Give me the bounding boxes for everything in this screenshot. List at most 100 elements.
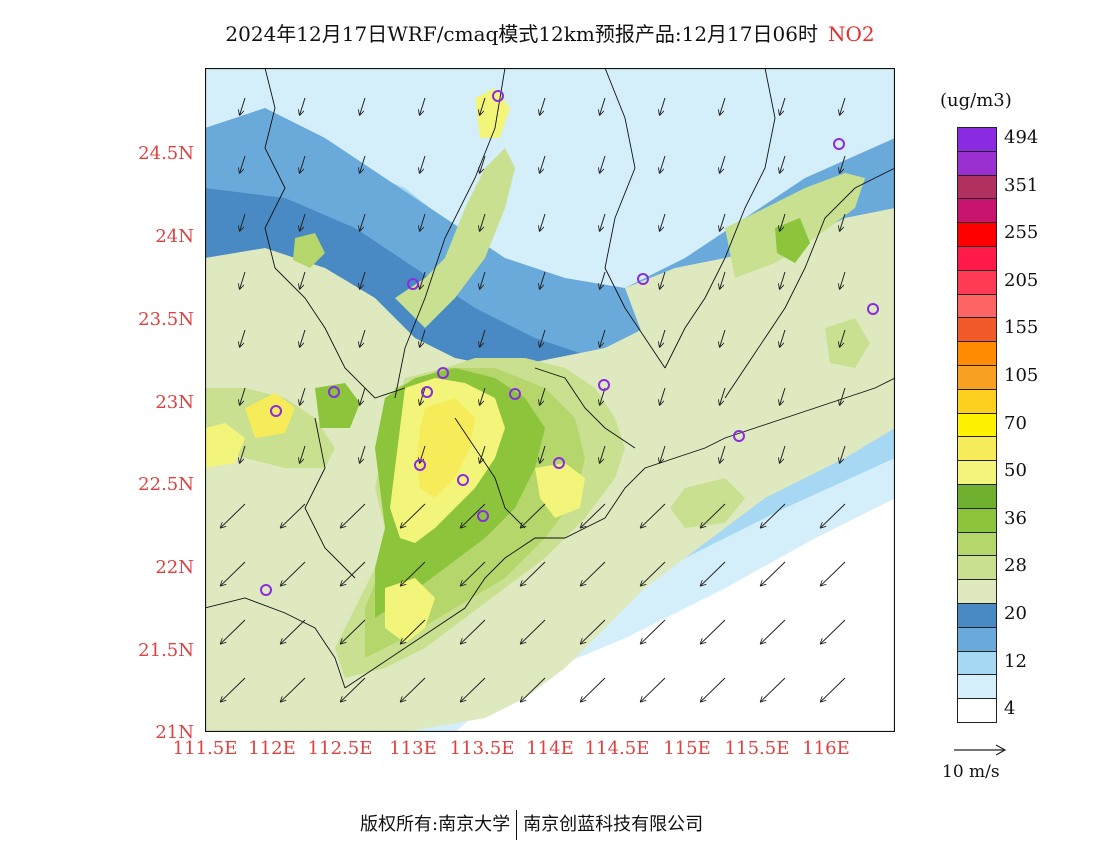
wind-arrow xyxy=(641,561,666,586)
wind-arrow xyxy=(360,213,366,231)
wind-arrow xyxy=(660,445,666,463)
station-marker xyxy=(270,405,282,417)
lon-tick-label: 116E xyxy=(802,738,850,759)
lat-tick-label: 21N xyxy=(155,722,194,743)
wind-arrow xyxy=(821,503,846,528)
legend-swatch xyxy=(957,246,997,271)
lat-tick-label: 24N xyxy=(155,226,194,247)
wind-arrow xyxy=(221,619,246,644)
lon-tick-label: 114.5E xyxy=(584,738,650,759)
legend-label: 20 xyxy=(1004,602,1027,624)
wind-arrow xyxy=(701,561,726,586)
wind-arrow xyxy=(341,619,366,644)
wind-arrow xyxy=(221,561,246,586)
legend-label: 494 xyxy=(1004,126,1039,148)
station-marker xyxy=(414,459,426,471)
pollutant-name: NO2 xyxy=(827,22,875,46)
legend-label: 36 xyxy=(1004,507,1027,529)
wind-arrow xyxy=(281,561,306,586)
wind-arrow xyxy=(701,503,726,528)
wind-arrow xyxy=(401,619,426,644)
wind-arrow xyxy=(461,503,486,528)
station-markers xyxy=(260,90,879,596)
wind-arrow xyxy=(281,677,306,702)
wind-arrow xyxy=(761,561,786,586)
station-marker xyxy=(477,510,489,522)
wind-arrow xyxy=(701,677,726,702)
legend-label: 28 xyxy=(1004,555,1027,577)
legend-swatch xyxy=(957,698,997,723)
wind-arrow xyxy=(360,271,366,289)
wind-arrow xyxy=(840,271,846,289)
wind-arrow xyxy=(521,677,546,702)
copyright-footer: 版权所有:南京大学 南京创蓝科技有限公司 xyxy=(360,810,703,840)
wind-arrow xyxy=(360,445,366,463)
station-marker xyxy=(407,278,419,290)
wind-arrow xyxy=(240,445,246,463)
wind-arrow xyxy=(521,619,546,644)
wind-arrow xyxy=(660,387,666,405)
wind-arrow xyxy=(600,445,606,463)
lat-tick-label: 22N xyxy=(155,557,194,578)
wind-arrow xyxy=(660,97,666,115)
wind-arrow xyxy=(360,97,366,115)
footer-divider xyxy=(516,810,518,840)
wind-arrow xyxy=(300,387,306,405)
lat-tick-label: 21.5N xyxy=(138,640,194,661)
wind-arrow xyxy=(341,561,366,586)
wind-arrow xyxy=(761,619,786,644)
wind-arrow xyxy=(701,619,726,644)
legend-label: 205 xyxy=(1004,269,1039,291)
wind-arrow xyxy=(480,445,486,463)
station-marker xyxy=(733,430,745,442)
station-marker xyxy=(260,584,272,596)
wind-arrow xyxy=(420,213,426,231)
wind-arrow xyxy=(761,677,786,702)
wind-arrow xyxy=(480,155,486,173)
wind-arrow xyxy=(780,271,786,289)
legend-swatch xyxy=(957,150,997,176)
wind-arrow xyxy=(581,561,606,586)
wind-arrow xyxy=(420,329,426,347)
legend-swatch xyxy=(957,412,997,438)
wind-arrow xyxy=(480,271,486,289)
wind-arrow xyxy=(461,677,486,702)
wind-arrow xyxy=(300,445,306,463)
station-marker xyxy=(492,90,504,102)
wind-arrow xyxy=(720,445,726,463)
wind-arrow xyxy=(480,97,486,115)
wind-arrow xyxy=(821,677,846,702)
wind-arrow xyxy=(521,561,546,586)
wind-arrow xyxy=(780,445,786,463)
wind-arrow xyxy=(821,561,846,586)
legend-swatch xyxy=(957,674,997,700)
legend-swatch xyxy=(957,531,997,557)
wind-arrow xyxy=(840,213,846,231)
legend-label: 12 xyxy=(1004,650,1027,672)
wind-arrow xyxy=(300,213,306,231)
wind-arrow xyxy=(660,213,666,231)
wind-arrow xyxy=(240,97,246,115)
wind-arrow xyxy=(641,619,666,644)
wind-arrow xyxy=(780,155,786,173)
wind-arrow xyxy=(240,213,246,231)
wind-arrow xyxy=(300,155,306,173)
wind-arrow xyxy=(720,155,726,173)
legend-label: 50 xyxy=(1004,460,1027,482)
wind-arrow xyxy=(240,271,246,289)
wind-arrow xyxy=(221,503,246,528)
station-marker xyxy=(457,474,469,486)
boundary-lines xyxy=(205,68,895,689)
wind-arrow xyxy=(341,503,366,528)
forecast-map xyxy=(205,68,895,732)
title-text: 2024年12月17日WRF/cmaq模式12km预报产品:12月17日06时 xyxy=(225,22,818,46)
lon-tick-label: 114E xyxy=(526,738,574,759)
lon-tick-label: 113E xyxy=(389,738,437,759)
wind-arrow xyxy=(840,387,846,405)
wind-arrow xyxy=(420,155,426,173)
wind-arrow xyxy=(600,213,606,231)
wind-arrow xyxy=(480,387,486,405)
station-marker xyxy=(553,457,565,469)
station-marker xyxy=(867,303,879,315)
wind-arrow xyxy=(600,155,606,173)
